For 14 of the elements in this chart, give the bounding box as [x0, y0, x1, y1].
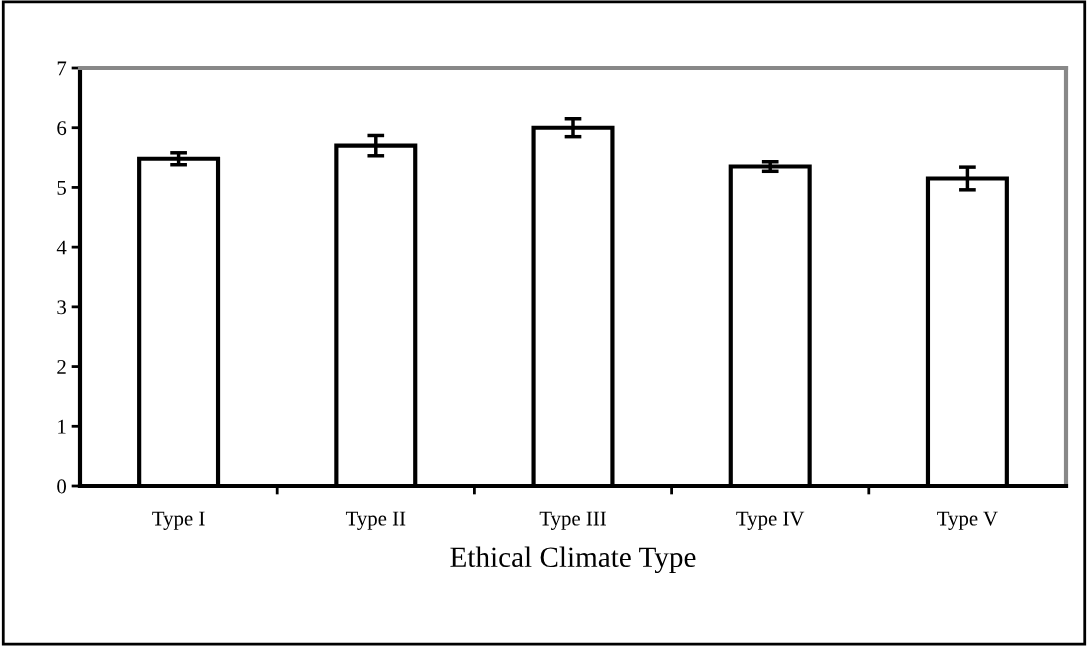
y-tick-label: 3 [57, 300, 66, 315]
y-tick-label: 1 [58, 419, 66, 434]
y-tick-label: 5 [57, 181, 66, 195]
y-tick-label: 0 [57, 479, 67, 494]
x-tick-label: Type V [937, 511, 998, 530]
y-tick-label: 4 [56, 240, 67, 255]
x-tick-label: Type I [152, 511, 205, 530]
x-axis-title: Ethical Climate Type [450, 546, 696, 574]
x-tick-label: Type IV [736, 511, 805, 530]
y-tick-label: 6 [57, 121, 67, 136]
y-tick-label: 2 [57, 360, 66, 374]
y-tick-label: 7 [57, 61, 67, 76]
x-tick-label: Type III [539, 511, 606, 530]
x-tick-label: Type II [345, 511, 406, 530]
